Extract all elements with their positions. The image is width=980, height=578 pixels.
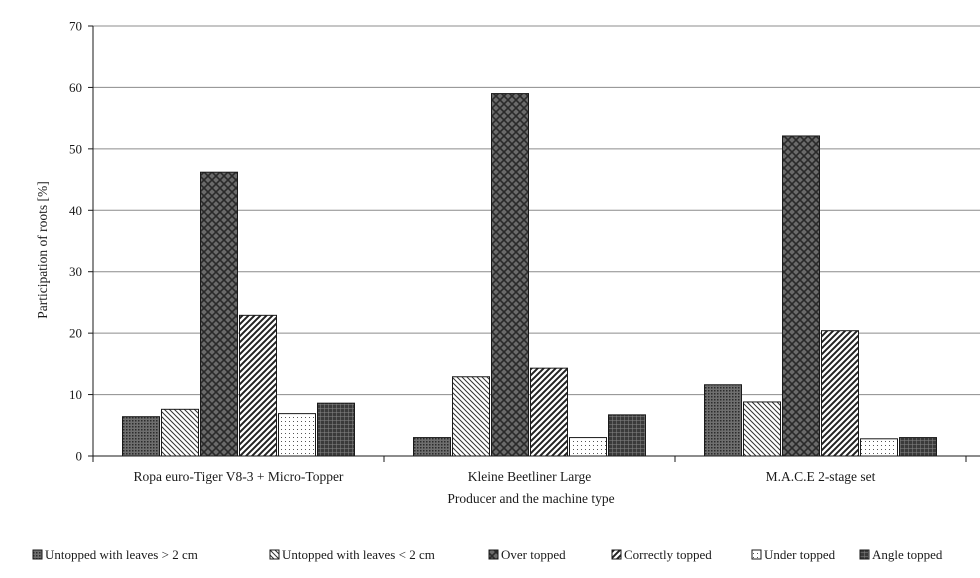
legend-swatch <box>32 549 43 560</box>
legend-swatch <box>751 549 762 560</box>
legend-label: Untopped with leaves > 2 cm <box>45 547 198 562</box>
bar <box>821 330 859 457</box>
y-tick-label: 50 <box>69 141 82 156</box>
legend-label: Over topped <box>501 547 566 562</box>
legend-label: Under topped <box>764 547 836 562</box>
legend-item: Correctly topped <box>611 547 712 562</box>
bar <box>491 93 529 457</box>
bar <box>239 314 277 457</box>
bar <box>161 408 199 457</box>
bar <box>278 413 316 457</box>
legend-label: Angle topped <box>872 547 943 562</box>
axis-labels: 0 10 20 30 40 50 60 70 Ropa euro-Tiger V8-3 + Mi… <box>69 19 876 485</box>
bar <box>122 416 160 457</box>
legend-label: Correctly topped <box>624 547 712 562</box>
legend-item: Angle topped <box>859 547 943 562</box>
x-category-label: M.A.C.E 2-stage set <box>766 469 876 484</box>
legend-item: Over topped <box>488 547 566 562</box>
bar <box>860 438 898 457</box>
x-category-label: Ropa euro-Tiger V8-3 + Micro-Topper <box>134 469 344 484</box>
bar <box>452 376 490 457</box>
bar <box>782 135 820 457</box>
bar <box>899 437 937 457</box>
bar <box>200 171 238 457</box>
legend-item: Under topped <box>751 547 836 562</box>
y-tick-label: 10 <box>69 387 82 402</box>
y-tick-label: 40 <box>69 203 82 218</box>
y-tick-label: 70 <box>69 19 82 34</box>
legend-item: Untopped with leaves > 2 cm <box>32 547 198 562</box>
y-tick-label: 60 <box>69 80 82 95</box>
bar <box>704 384 742 457</box>
y-axis-title: Participation of roots [%] <box>35 181 50 319</box>
legend-swatch <box>269 549 280 560</box>
x-axis-title: Producer and the machine type <box>447 491 614 506</box>
legend-swatch <box>859 549 870 560</box>
y-tick-label: 30 <box>69 264 82 279</box>
y-tick-label: 0 <box>76 449 83 464</box>
legend-item: Untopped with leaves < 2 cm <box>269 547 435 562</box>
bar <box>743 401 781 457</box>
legend: Untopped with leaves > 2 cm Untopped with… <box>32 547 943 562</box>
bars <box>122 93 937 457</box>
x-category-label: Kleine Beetliner Large <box>468 469 591 484</box>
bar <box>317 402 355 457</box>
bar <box>608 414 646 457</box>
legend-swatch <box>488 549 499 560</box>
legend-swatch <box>611 549 622 560</box>
bar <box>569 437 607 457</box>
bar <box>530 367 568 457</box>
y-tick-label: 20 <box>69 326 82 341</box>
legend-label: Untopped with leaves < 2 cm <box>282 547 435 562</box>
bar <box>413 437 451 457</box>
